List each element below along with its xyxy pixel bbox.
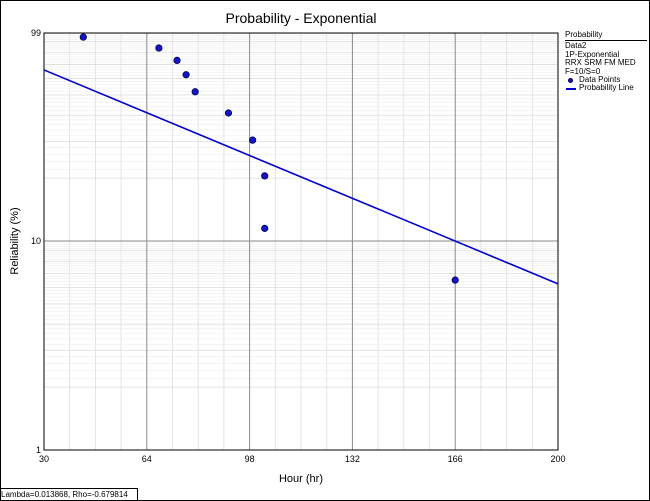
series-layer: [43, 33, 559, 285]
data-point: [261, 224, 269, 232]
legend-points-label: Data Points: [579, 75, 621, 85]
chart-title: Probability - Exponential: [226, 10, 377, 26]
x-axis-label: Hour (hr): [279, 473, 323, 485]
legend-info-line: F=10/S=0: [565, 66, 601, 76]
y-tick-label: 1: [36, 445, 41, 455]
data-point: [155, 44, 163, 52]
x-tick-label: 64: [142, 454, 152, 464]
x-tick-label: 132: [345, 454, 360, 464]
legend-info-line: Data2: [565, 41, 587, 51]
legend-title: Probability: [565, 30, 647, 42]
minor-grid: [44, 33, 558, 450]
y-axis-label: Reliability (%): [9, 207, 21, 274]
y-tick-label: 99: [31, 28, 41, 38]
data-point: [224, 109, 233, 117]
x-tick-label: 30: [39, 454, 49, 464]
legend-item-probability-line: Probability Line: [565, 84, 647, 92]
x-tick-label: 98: [245, 454, 255, 464]
y-tick-label: 10: [31, 236, 41, 246]
data-point-swatch-icon: [568, 77, 573, 83]
tick-labels: 30 64 98 132 166 200 99 10 1: [31, 28, 566, 464]
footer-divider-vertical: [137, 488, 138, 500]
x-tick-label: 166: [448, 454, 463, 464]
footer-parameters: Lambda=0.013868, Rho=-0.679814: [1, 490, 128, 499]
x-tick-label: 200: [550, 454, 565, 464]
data-point: [79, 33, 87, 41]
data-point: [191, 88, 199, 96]
data-point: [249, 136, 257, 144]
legend: Probability Data2 1P-Exponential RRX SRM…: [565, 30, 647, 93]
legend-line-label: Probability Line: [579, 83, 634, 93]
data-point: [261, 172, 269, 180]
plot-area: [43, 32, 559, 451]
data-point: [451, 276, 459, 284]
data-point: [173, 56, 181, 64]
legend-info-line: 1P-Exponential: [565, 49, 620, 59]
line-swatch-icon: [566, 87, 576, 90]
legend-item-data-points: Data Points: [565, 75, 647, 85]
probability-line: [43, 69, 559, 285]
footer-divider: [0, 488, 138, 489]
data-point: [182, 71, 190, 79]
legend-info-line: RRX SRM FM MED: [565, 58, 636, 68]
